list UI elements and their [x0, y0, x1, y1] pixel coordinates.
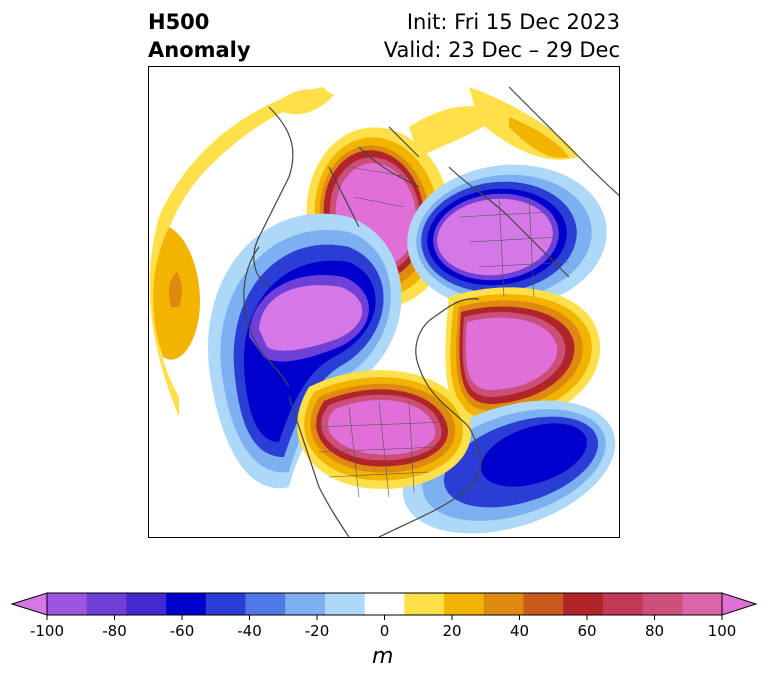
country-borders	[313, 166, 570, 498]
colorbar-swatch	[642, 593, 683, 615]
colorbar-swatch	[166, 593, 207, 615]
colorbar-extend-low	[10, 592, 48, 616]
colorbar-extend-high	[721, 592, 758, 616]
colorbar-svg: -100 -80 -60 -40 -20 0 20 40 60 80 100	[10, 592, 758, 640]
colorbar-swatch	[523, 593, 564, 615]
colorbar-unit: m	[372, 644, 394, 669]
anomaly-negative-northeast	[407, 164, 607, 310]
anomaly-positive-north-america	[297, 370, 472, 489]
colorbar-swatch	[285, 593, 326, 615]
colorbar-tick-label: 0	[380, 622, 390, 640]
colorbar-swatch	[483, 593, 524, 615]
init-date: Init: Fri 15 Dec 2023	[406, 10, 620, 34]
colorbar-swatch	[602, 593, 644, 615]
colorbar-tick-label: -80	[102, 622, 127, 640]
anomaly-positive-northeast	[409, 87, 579, 160]
colorbar-swatch	[245, 593, 286, 615]
colorbar-tick-label: 40	[510, 622, 529, 640]
colorbar-tick-label: 20	[442, 622, 461, 640]
colorbar-tick-label: -20	[305, 622, 330, 640]
title-right: Init: Fri 15 Dec 2023 Valid: 23 Dec – 29…	[384, 8, 620, 64]
title-variable: H500	[148, 10, 210, 34]
map-canvas	[149, 86, 619, 537]
title-anomaly: Anomaly	[148, 38, 251, 62]
colorbar-tick-label: -40	[237, 622, 262, 640]
anomaly-negative-west	[208, 213, 402, 489]
colorbar-swatch	[47, 593, 88, 615]
colorbar-swatch	[444, 593, 485, 615]
title-left: H500 Anomaly	[148, 8, 251, 64]
colorbar-swatch	[563, 593, 604, 615]
colorbar-swatch	[205, 593, 247, 615]
anomaly-map	[148, 66, 620, 538]
colorbar-swatch	[404, 593, 445, 615]
colorbar-tick-label: 60	[577, 622, 596, 640]
colorbar-tick-label: -100	[30, 622, 64, 640]
colorbar-tick-label: 100	[708, 622, 737, 640]
colorbar-tick-label: 80	[645, 622, 664, 640]
valid-range: Valid: 23 Dec – 29 Dec	[383, 38, 620, 62]
colorbar-swatch	[86, 593, 127, 615]
colorbar-tick-label: -60	[170, 622, 195, 640]
colorbar-swatch	[126, 593, 167, 615]
coastlines	[243, 86, 619, 537]
anomaly-positive-east	[445, 287, 601, 427]
colorbar: -100 -80 -60 -40 -20 0 20 40 60 80 100	[0, 586, 768, 666]
anomaly-positive-pacific-arc	[149, 87, 334, 417]
colorbar-swatch	[682, 593, 723, 615]
colorbar-swatch	[364, 593, 405, 615]
colorbar-swatch	[324, 593, 366, 615]
